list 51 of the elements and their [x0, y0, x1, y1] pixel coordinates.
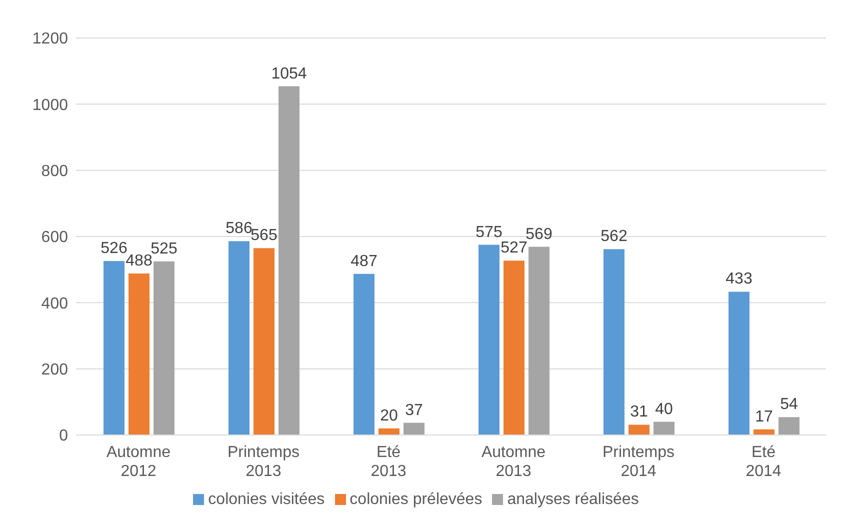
y-tick-label: 0: [59, 428, 68, 445]
y-tick-label: 200: [41, 362, 68, 379]
bar: [728, 292, 750, 435]
bar: [278, 86, 300, 435]
y-tick-label: 800: [41, 163, 68, 180]
bar: [354, 274, 374, 435]
data-label: 40: [655, 400, 673, 418]
data-label: 525: [150, 240, 178, 258]
bar: [628, 424, 650, 435]
legend-label: colonies visitées: [208, 491, 325, 508]
x-tick-label: Printemps 2014: [602, 444, 675, 480]
bar: [404, 422, 424, 435]
data-label: 488: [126, 252, 152, 270]
x-tick-label: Printemps 2013: [227, 444, 300, 480]
bar: [478, 244, 500, 435]
data-label: 526: [100, 240, 128, 257]
y-tick-label: 1200: [32, 30, 68, 48]
legend-label: colonies prélevées: [350, 491, 482, 508]
data-label: 569: [526, 226, 552, 243]
x-tick-label: Eté 2013: [370, 444, 406, 480]
y-tick-label: 600: [41, 229, 68, 246]
data-label: 527: [500, 240, 528, 257]
data-label: 575: [476, 224, 502, 241]
data-label: 54: [780, 396, 798, 414]
bar: [228, 241, 250, 435]
data-label: 1054: [271, 65, 307, 82]
data-label: 565: [250, 227, 278, 244]
y-tick-label: 1000: [32, 96, 68, 114]
bar: [528, 246, 550, 435]
bar: [504, 260, 524, 435]
x-tick-label: Eté 2014: [746, 444, 782, 480]
x-tick-label: Automne 2012: [106, 444, 171, 480]
bar: [104, 260, 124, 435]
bar: [778, 417, 800, 435]
data-label: 17: [755, 408, 773, 426]
data-label: 586: [226, 220, 252, 238]
bar: [254, 248, 274, 435]
bar: [604, 249, 624, 435]
data-label: 433: [726, 270, 752, 288]
bar: [154, 261, 174, 435]
data-label: 562: [600, 228, 628, 246]
bar: [128, 274, 150, 435]
bar: [378, 428, 400, 435]
y-tick-label: 400: [41, 295, 68, 312]
data-label: 37: [405, 402, 423, 419]
data-label: 20: [380, 407, 398, 424]
data-label: 31: [630, 404, 648, 421]
bar: [654, 422, 674, 435]
x-tick-label: Automne 2013: [481, 444, 546, 480]
legend-label: analyses réalisées: [507, 491, 639, 508]
data-label: 487: [350, 252, 378, 270]
